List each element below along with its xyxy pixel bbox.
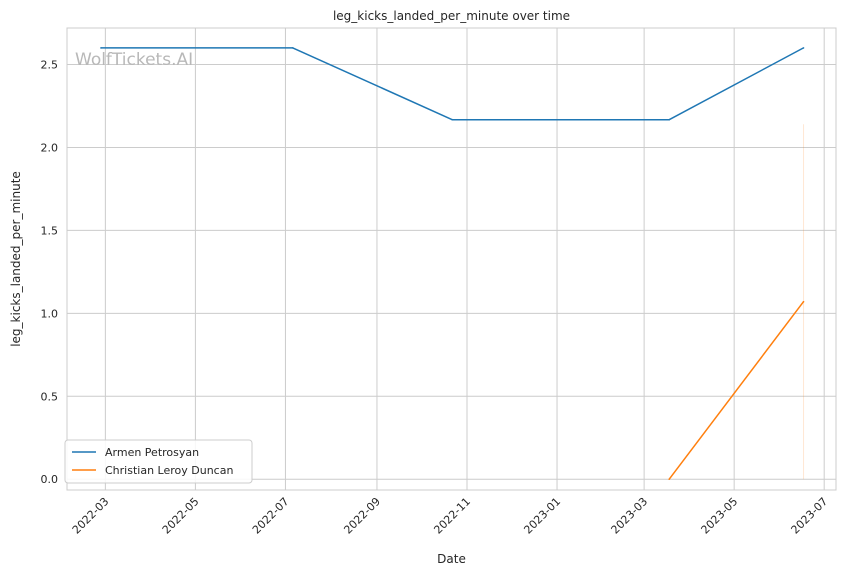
y-tick-label: 1.0: [41, 307, 59, 320]
data-point-christian-leroy-duncan: [668, 478, 671, 481]
chart-title: leg_kicks_landed_per_minute over time: [333, 9, 570, 23]
y-tick-label: 2.0: [41, 141, 59, 154]
series-line-christian-leroy-duncan: [668, 301, 805, 480]
legend-label-christian-leroy-duncan: Christian Leroy Duncan: [105, 464, 233, 477]
plot-area: [66, 27, 837, 491]
y-tick-label: 0.5: [41, 390, 59, 403]
y-tick-label: 1.5: [41, 224, 59, 237]
y-tick-label: 2.5: [41, 58, 59, 71]
watermark: WolfTickets.AI: [75, 50, 193, 70]
data-point-armen-petrosyan: [668, 118, 671, 121]
x-axis-title: Date: [437, 552, 466, 566]
y-tick-label: 0.0: [41, 473, 59, 486]
legend: Armen Petrosyan Christian Leroy Duncan: [64, 439, 253, 484]
legend-box: [64, 439, 253, 484]
legend-label-armen-petrosyan: Armen Petrosyan: [105, 446, 199, 459]
data-point-armen-petrosyan: [100, 47, 102, 49]
series-layer: [100, 47, 805, 481]
data-point-armen-petrosyan: [451, 118, 454, 121]
y-axis-ticks: 0.0 0.5 1.0 1.5 2.0 2.5: [41, 58, 59, 486]
grid: [67, 28, 836, 490]
data-point-christian-leroy-duncan: [802, 300, 805, 303]
data-point-armen-petrosyan: [802, 47, 805, 49]
y-axis-title: leg_kicks_landed_per_minute: [9, 171, 23, 347]
data-point-armen-petrosyan: [292, 47, 294, 49]
